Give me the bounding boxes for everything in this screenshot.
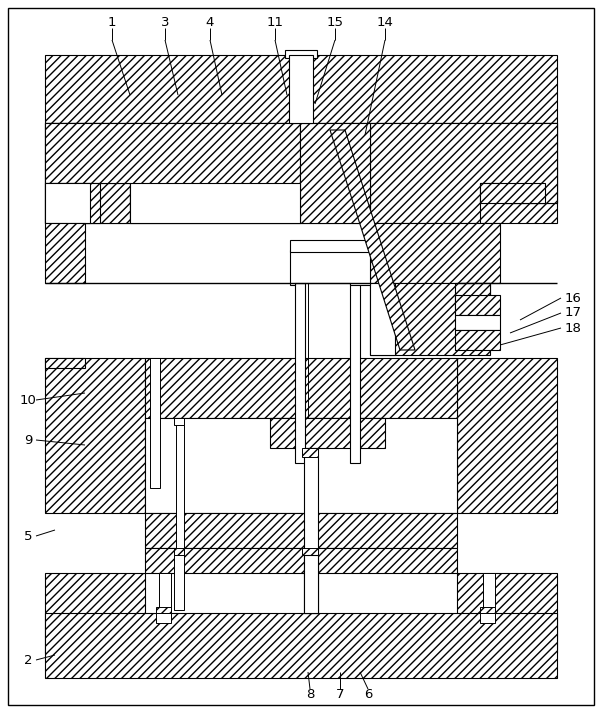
Bar: [270, 418, 385, 448]
Text: 7: 7: [336, 689, 344, 702]
Text: 1: 1: [108, 16, 116, 29]
Bar: [145, 548, 457, 573]
Polygon shape: [370, 283, 490, 355]
Text: 9: 9: [24, 434, 32, 446]
Bar: [176, 418, 184, 563]
Bar: [45, 613, 557, 678]
Polygon shape: [480, 183, 545, 203]
Polygon shape: [174, 418, 184, 425]
Bar: [289, 55, 313, 123]
Text: 2: 2: [23, 654, 33, 667]
Polygon shape: [156, 607, 171, 613]
Bar: [300, 123, 370, 223]
Polygon shape: [290, 250, 370, 285]
Polygon shape: [45, 123, 130, 223]
Polygon shape: [45, 183, 90, 223]
Bar: [145, 513, 457, 548]
Polygon shape: [130, 183, 300, 223]
Bar: [455, 295, 500, 315]
Bar: [350, 283, 360, 463]
Bar: [45, 358, 145, 513]
Polygon shape: [45, 123, 300, 223]
Polygon shape: [45, 223, 85, 283]
Bar: [45, 573, 145, 653]
Text: 18: 18: [565, 322, 582, 334]
Text: 5: 5: [23, 530, 33, 543]
Bar: [480, 613, 495, 623]
Bar: [457, 358, 557, 513]
Bar: [455, 330, 500, 350]
Text: 15: 15: [326, 16, 344, 29]
Bar: [370, 223, 500, 283]
Text: 14: 14: [377, 16, 394, 29]
Text: 4: 4: [206, 16, 214, 29]
Bar: [150, 358, 160, 488]
Bar: [483, 573, 495, 613]
Polygon shape: [45, 183, 100, 223]
Bar: [290, 240, 370, 252]
Bar: [370, 283, 395, 355]
Text: 8: 8: [306, 689, 314, 702]
Bar: [455, 315, 500, 330]
Bar: [45, 55, 557, 123]
Bar: [304, 448, 318, 613]
Polygon shape: [302, 448, 318, 457]
Bar: [156, 613, 171, 623]
Bar: [174, 555, 184, 610]
Text: 11: 11: [267, 16, 284, 29]
Text: 17: 17: [565, 307, 582, 319]
Bar: [145, 418, 457, 513]
Text: 6: 6: [364, 689, 372, 702]
Bar: [145, 358, 457, 418]
Text: 10: 10: [19, 394, 37, 406]
Text: 16: 16: [565, 292, 582, 304]
Polygon shape: [174, 548, 184, 555]
Polygon shape: [502, 123, 557, 203]
Polygon shape: [370, 123, 557, 223]
Polygon shape: [45, 358, 85, 368]
Bar: [455, 283, 490, 308]
Bar: [159, 573, 171, 613]
Text: 3: 3: [161, 16, 169, 29]
Polygon shape: [330, 130, 415, 350]
Bar: [285, 50, 317, 58]
Polygon shape: [480, 607, 495, 613]
Bar: [304, 555, 318, 613]
Bar: [295, 283, 305, 463]
Polygon shape: [302, 548, 318, 555]
Bar: [457, 573, 557, 653]
Bar: [45, 123, 557, 223]
